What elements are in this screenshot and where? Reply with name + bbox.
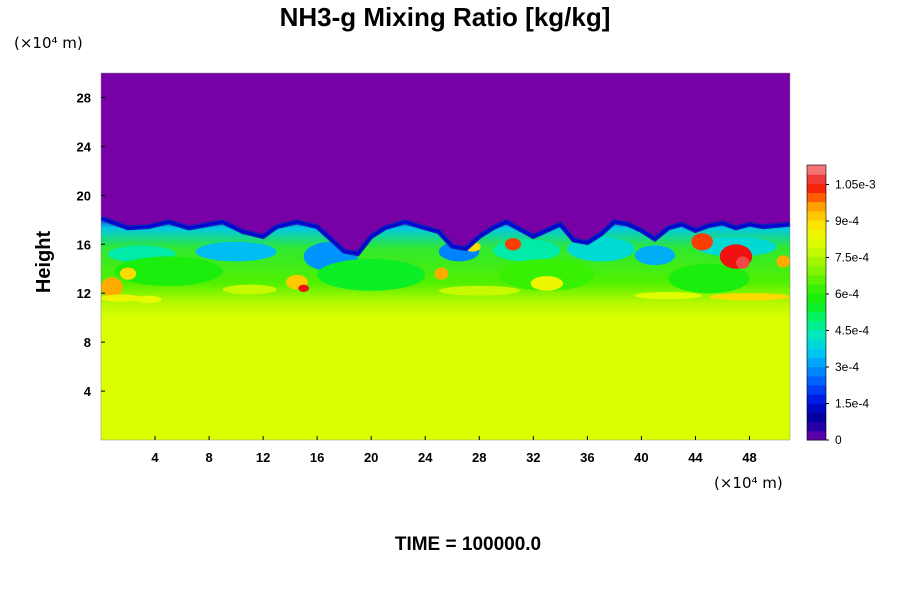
mixing-feature xyxy=(634,245,676,266)
colorbar-tick-label: 7.5e-4 xyxy=(835,250,869,264)
x-unit-label: (×10⁴ m) xyxy=(714,474,783,492)
mixing-feature xyxy=(134,295,162,303)
colorbar-swatch xyxy=(807,265,826,276)
colorbar-swatch xyxy=(807,192,826,203)
colorbar-swatch xyxy=(807,357,826,368)
colorbar-swatch xyxy=(807,403,826,413)
mixing-feature xyxy=(691,233,713,251)
mixing-feature xyxy=(114,256,223,286)
y-tick-label: 24 xyxy=(77,139,92,154)
mixing-feature xyxy=(530,276,564,291)
colorbar-swatch xyxy=(807,293,826,303)
mixing-feature xyxy=(119,267,137,280)
mixing-feature xyxy=(492,239,561,262)
colorbar-swatch xyxy=(807,375,826,386)
colorbar-swatch xyxy=(807,165,826,175)
colorbar-swatch xyxy=(807,330,826,340)
mixing-feature xyxy=(708,293,790,301)
time-label: TIME = 100000.0 xyxy=(395,534,541,555)
y-tick-label: 28 xyxy=(77,90,91,105)
colorbar-swatch xyxy=(807,311,826,322)
colorbar-swatch xyxy=(807,183,826,193)
colorbar-swatch xyxy=(807,284,826,294)
x-tick-label: 28 xyxy=(472,450,486,465)
colorbar-swatch xyxy=(807,229,826,239)
colorbar-tick-label: 1.5e-4 xyxy=(835,396,869,410)
x-tick-label: 48 xyxy=(742,450,756,465)
colorbar-swatch xyxy=(807,275,826,285)
colorbar-swatch xyxy=(807,210,826,221)
mixing-feature xyxy=(195,241,277,262)
x-tick-label: 20 xyxy=(364,450,378,465)
colorbar-swatch xyxy=(807,238,826,248)
plot-frame xyxy=(100,72,791,441)
x-tick-label: 4 xyxy=(151,450,159,465)
chart-title: NH3-g Mixing Ratio [kg/kg] xyxy=(280,2,611,32)
mixing-feature xyxy=(101,294,142,302)
plot-area xyxy=(101,73,790,440)
x-tick-label: 16 xyxy=(310,450,324,465)
mixing-feature xyxy=(634,291,703,300)
colorbar-tick-label: 3e-4 xyxy=(835,360,859,374)
colorbar-swatch xyxy=(807,430,826,441)
x-tick-label: 32 xyxy=(526,450,540,465)
colorbar-swatch xyxy=(807,394,826,404)
mixing-feature xyxy=(317,258,426,291)
mixing-feature xyxy=(298,284,310,292)
y-axis-label: Height xyxy=(33,231,55,294)
colorbar-swatch xyxy=(807,385,826,395)
colorbar-tick-label: 4.5e-4 xyxy=(835,323,869,337)
colorbar-swatch xyxy=(807,247,826,258)
x-tick-label: 8 xyxy=(205,450,212,465)
colorbar-tick-label: 0 xyxy=(835,433,842,447)
colorbar-swatch xyxy=(807,412,826,423)
colorbar-tick-label: 1.05e-3 xyxy=(835,177,876,191)
upper-layer xyxy=(101,73,790,252)
x-tick-label: 24 xyxy=(418,450,433,465)
y-tick-label: 12 xyxy=(77,286,91,301)
colorbar-swatch xyxy=(807,320,826,331)
colorbar-frame xyxy=(806,164,827,441)
colorbar-swatch xyxy=(807,339,826,349)
mixing-feature xyxy=(434,267,449,280)
layer-boundary-core xyxy=(101,217,790,255)
y-tick-label: 4 xyxy=(84,384,92,399)
x-tick-label: 40 xyxy=(634,450,648,465)
x-tick-label: 12 xyxy=(256,450,270,465)
y-tick-label: 20 xyxy=(77,188,91,203)
y-unit-label: (×10⁴ m) xyxy=(14,34,83,52)
colorbar-swatch xyxy=(807,348,826,358)
colorbar-swatch xyxy=(807,421,826,432)
mixing-feature xyxy=(776,255,790,268)
mixing-feature xyxy=(222,284,277,295)
colorbar-swatch xyxy=(807,174,826,184)
colorbar-swatch xyxy=(807,366,826,377)
colorbar-swatch xyxy=(807,201,826,212)
y-tick-label: 16 xyxy=(77,237,91,252)
mixing-feature xyxy=(668,263,750,294)
colorbar-tick-label: 6e-4 xyxy=(835,287,859,301)
mixing-feature xyxy=(499,258,595,291)
mixing-feature xyxy=(101,277,123,297)
colorbar-tick-label: 9e-4 xyxy=(835,214,859,228)
y-tick-label: 8 xyxy=(84,335,91,350)
x-tick-label: 44 xyxy=(688,450,703,465)
mixing-feature xyxy=(735,256,750,269)
mixing-feature xyxy=(438,285,520,296)
mixing-feature xyxy=(504,238,522,251)
colorbar-swatch xyxy=(807,256,826,267)
colorbar-swatch xyxy=(807,302,826,313)
x-tick-label: 36 xyxy=(580,450,594,465)
colorbar-swatch xyxy=(807,220,826,230)
